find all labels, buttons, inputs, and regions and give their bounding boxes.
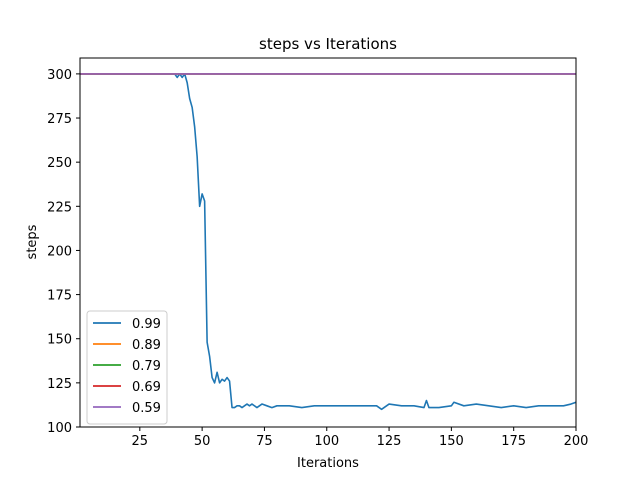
y-tick-label: 250 — [47, 156, 72, 171]
legend-box — [86, 310, 168, 425]
x-tick-label: 200 — [564, 434, 589, 449]
x-tick-label: 125 — [377, 434, 402, 449]
y-tick-label: 100 — [47, 421, 72, 436]
y-tick-label: 225 — [47, 200, 72, 215]
legend-label: 0.99 — [132, 317, 161, 332]
y-tick-label: 200 — [47, 244, 72, 259]
legend-label: 0.59 — [132, 401, 161, 416]
x-tick-label: 150 — [439, 434, 464, 449]
y-tick-label: 300 — [47, 68, 72, 83]
y-tick-label: 275 — [47, 112, 72, 127]
x-axis: 25 50 75 100 125 150 175 200 — [132, 427, 589, 449]
legend-label: 0.89 — [132, 338, 161, 353]
plot-area — [80, 73, 576, 411]
legend-label: 0.79 — [132, 359, 161, 374]
y-tick-label: 150 — [47, 333, 72, 348]
legend: 0.99 0.89 0.79 0.69 0.59 — [86, 310, 168, 425]
y-axis-label: steps — [25, 224, 40, 259]
chart-title: steps vs Iterations — [259, 35, 397, 53]
legend-label: 0.69 — [132, 380, 161, 395]
x-tick-label: 50 — [194, 434, 211, 449]
plot-frame — [79, 57, 577, 428]
series-line-0.99 — [80, 73, 576, 411]
x-tick-label: 75 — [256, 434, 273, 449]
x-tick-label: 100 — [314, 434, 339, 449]
y-tick-label: 125 — [47, 377, 72, 392]
x-tick-label: 25 — [132, 434, 149, 449]
x-axis-label: Iterations — [297, 456, 359, 471]
y-axis: 100 125 150 175 200 225 250 275 300 — [47, 68, 80, 436]
y-tick-label: 175 — [47, 289, 72, 304]
x-tick-label: 175 — [501, 434, 526, 449]
